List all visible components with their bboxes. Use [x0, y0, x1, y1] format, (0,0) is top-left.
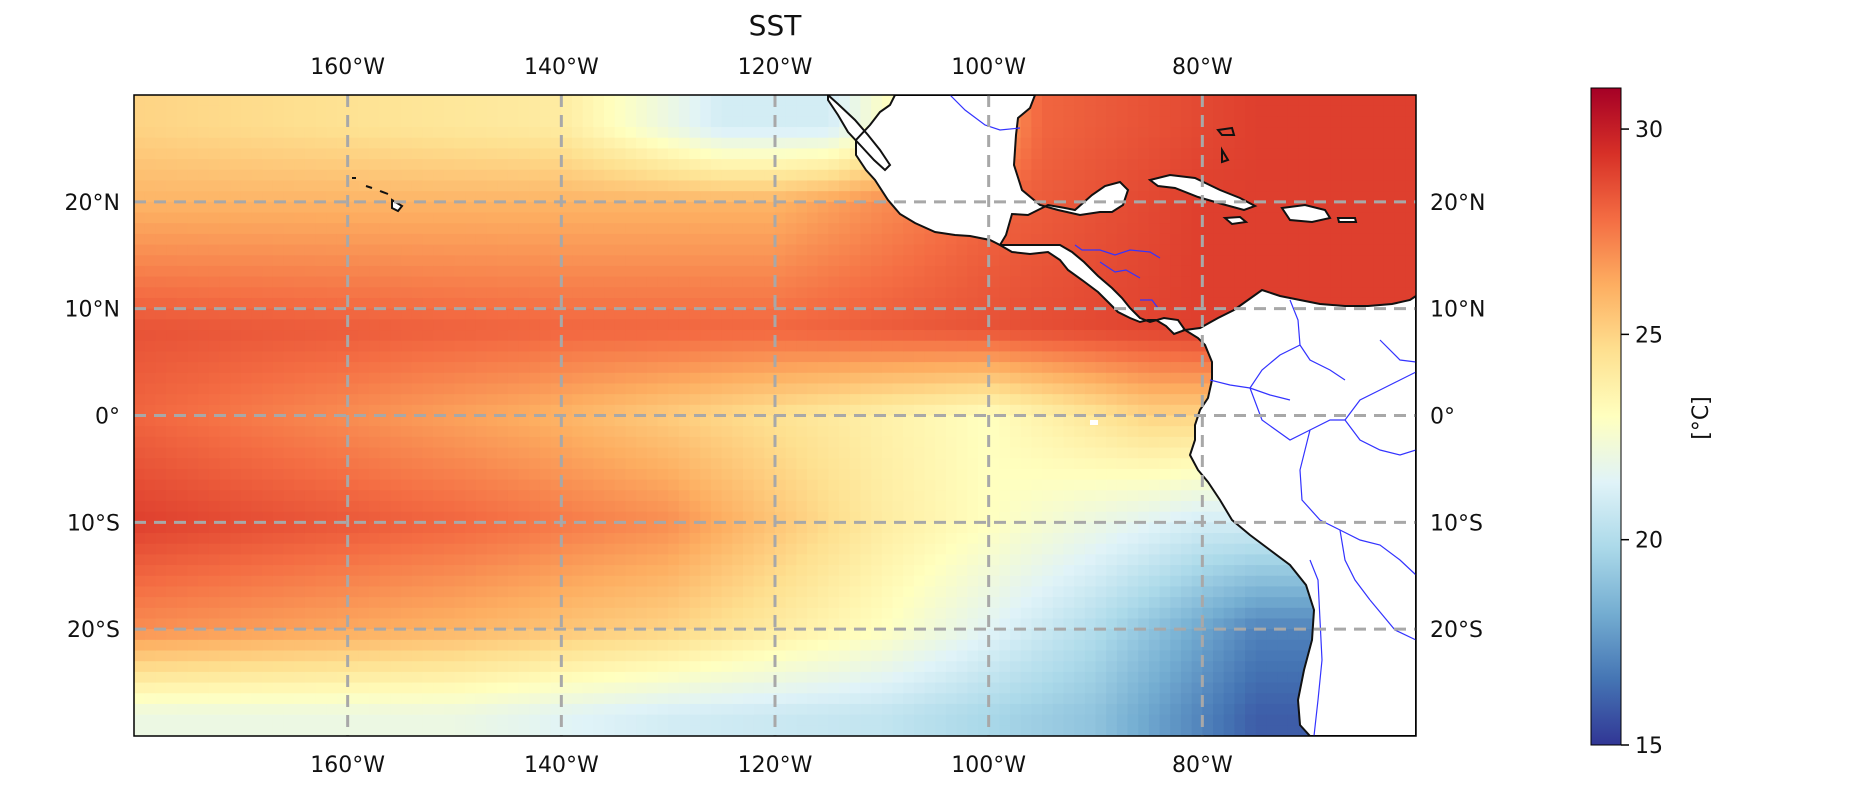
lat-tick-label-left: 10°S: [67, 511, 120, 536]
colorbar-tick-label: 20: [1635, 529, 1663, 554]
land-hawaii: [352, 177, 404, 213]
land-puerto-rico: [1336, 217, 1358, 223]
colorbar: [1590, 87, 1622, 746]
colorbar-tick-label: 30: [1635, 118, 1663, 143]
lon-tick-label-bottom: 80°W: [1172, 753, 1233, 778]
lon-tick-label-top: 160°W: [310, 55, 385, 80]
lat-tick-label-right: 0°: [1430, 405, 1455, 430]
lat-tick-label-right: 10°N: [1430, 298, 1485, 323]
lon-labels-top: 160°W 140°W 120°W 100°W 80°W: [310, 55, 1233, 80]
colorbar-label: [°C]: [1689, 396, 1714, 440]
lon-tick-label-top: 120°W: [738, 55, 813, 80]
land-cuba: [1147, 173, 1258, 212]
lat-tick-label-left: 20°S: [67, 618, 120, 643]
lat-labels-right: 20°N 10°N 0° 10°S 20°S: [1430, 191, 1485, 643]
lat-tick-label-left: 20°N: [65, 191, 120, 216]
colorbar-tick-label: 15: [1635, 734, 1663, 759]
lon-labels-bottom: 160°W 140°W 120°W 100°W 80°W: [310, 753, 1233, 778]
lat-tick-label-right: 20°N: [1430, 191, 1485, 216]
land-jamaica: [1222, 215, 1249, 226]
sst-heatmap: [134, 95, 1416, 736]
lat-tick-label-right: 10°S: [1430, 511, 1483, 536]
land-central-america: [996, 244, 1187, 336]
lat-tick-label-left: 10°N: [65, 298, 120, 323]
land-north-america: [827, 95, 1130, 247]
lon-tick-label-top: 100°W: [951, 55, 1026, 80]
lat-tick-label-left: 0°: [95, 405, 120, 430]
land-bahamas: [1216, 126, 1236, 164]
lat-labels-left: 20°N 10°N 0° 10°S 20°S: [65, 191, 120, 643]
land-hispaniola: [1280, 203, 1332, 224]
lat-tick-label-right: 20°S: [1430, 618, 1483, 643]
gridlines: [134, 95, 1416, 736]
land-galapagos: [1090, 420, 1098, 425]
lon-tick-label-bottom: 100°W: [951, 753, 1026, 778]
land-masses: [352, 95, 1416, 736]
map-title: SST: [749, 9, 803, 42]
colorbar-ticks: 15 20 25 30: [1621, 118, 1663, 759]
lon-tick-label-top: 80°W: [1172, 55, 1233, 80]
lon-tick-label-top: 140°W: [524, 55, 599, 80]
colorbar-tick-label: 25: [1635, 323, 1663, 348]
map-frame: [133, 94, 1417, 737]
lon-tick-label-bottom: 140°W: [524, 753, 599, 778]
lon-tick-label-bottom: 120°W: [738, 753, 813, 778]
lon-tick-label-bottom: 160°W: [310, 753, 385, 778]
